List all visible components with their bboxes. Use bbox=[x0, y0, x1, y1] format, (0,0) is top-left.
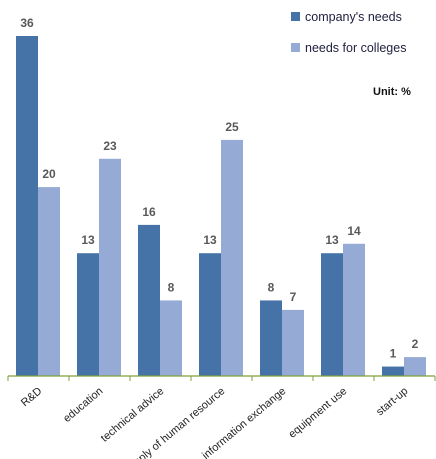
bars-group bbox=[16, 36, 426, 376]
bar-education-needs-for-colleges bbox=[99, 158, 121, 376]
value-label-supply-of-human-resource-needs-for-colleges: 25 bbox=[225, 120, 239, 134]
bar-information-exchange-needs-for-colleges bbox=[282, 309, 304, 376]
bar-technical-advice-needs-for-colleges bbox=[160, 300, 182, 376]
bar-start-up-needs-for-colleges bbox=[404, 357, 426, 376]
unit-label: Unit: % bbox=[373, 86, 411, 98]
legend: company's needs needs for colleges bbox=[291, 10, 406, 55]
bar-r-d-needs-for-colleges bbox=[38, 187, 60, 376]
bar-r-d-company-s-needs bbox=[16, 36, 38, 376]
value-label-education-company-s-needs: 13 bbox=[81, 233, 95, 247]
value-label-technical-advice-company-s-needs: 16 bbox=[142, 205, 156, 219]
bar-start-up-company-s-needs bbox=[382, 366, 404, 376]
legend-swatch-needs-for-colleges bbox=[291, 43, 300, 52]
x-ticks-group bbox=[7, 376, 436, 381]
bar-equipment-use-company-s-needs bbox=[321, 253, 343, 376]
value-label-supply-of-human-resource-company-s-needs: 13 bbox=[203, 233, 217, 247]
value-label-information-exchange-needs-for-colleges: 7 bbox=[290, 290, 297, 304]
bar-equipment-use-needs-for-colleges bbox=[343, 243, 365, 376]
legend-swatch-company-needs bbox=[291, 12, 300, 21]
bar-education-company-s-needs bbox=[77, 253, 99, 376]
value-label-r-d-company-s-needs: 36 bbox=[20, 16, 34, 30]
value-labels-group: 36 20 13 23 16 8 13 25 8 7 13 14 1 2 bbox=[20, 16, 418, 361]
bar-supply-of-human-resource-needs-for-colleges bbox=[221, 139, 243, 376]
bar-technical-advice-company-s-needs bbox=[138, 224, 160, 376]
value-label-equipment-use-needs-for-colleges: 14 bbox=[347, 224, 361, 238]
value-label-technical-advice-needs-for-colleges: 8 bbox=[168, 280, 175, 294]
value-label-education-needs-for-colleges: 23 bbox=[103, 139, 117, 153]
value-label-start-up-company-s-needs: 1 bbox=[390, 347, 397, 361]
value-label-start-up-needs-for-colleges: 2 bbox=[412, 337, 419, 351]
bar-supply-of-human-resource-company-s-needs bbox=[199, 253, 221, 376]
x-tick-label-education: education bbox=[61, 385, 105, 425]
value-label-r-d-needs-for-colleges: 20 bbox=[42, 167, 56, 181]
legend-label-company-needs: company's needs bbox=[305, 10, 402, 24]
legend-label-needs-for-colleges: needs for colleges bbox=[305, 41, 406, 55]
x-tick-label-start-up: start-up bbox=[374, 385, 410, 418]
x-tick-label-technical-advice: technical advice bbox=[99, 385, 167, 445]
x-tick-label-r-d: R&D bbox=[19, 385, 45, 409]
value-label-equipment-use-company-s-needs: 13 bbox=[325, 233, 339, 247]
value-label-information-exchange-company-s-needs: 8 bbox=[268, 280, 275, 294]
bar-information-exchange-company-s-needs bbox=[260, 300, 282, 376]
x-tick-label-equipment-use: equipment use bbox=[286, 385, 349, 441]
